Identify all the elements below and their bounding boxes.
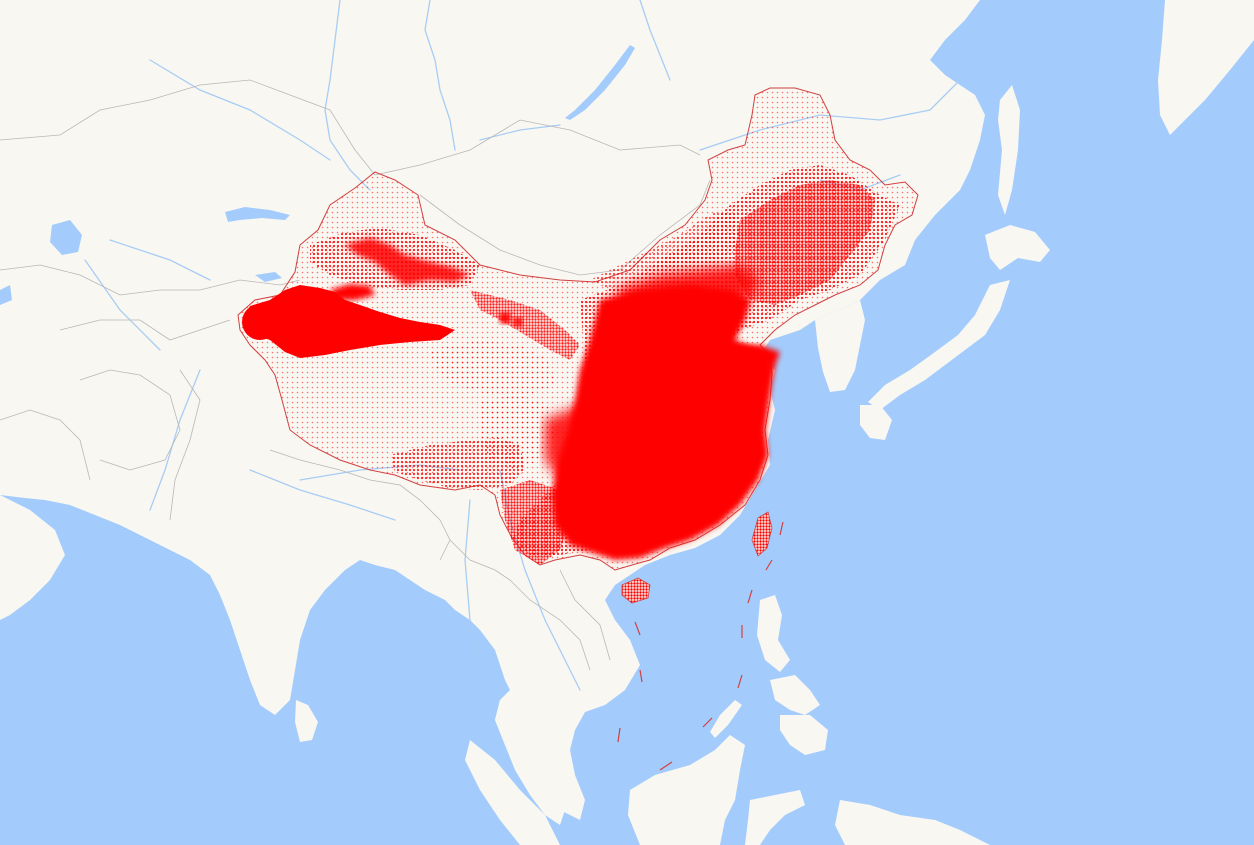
density-overlay <box>237 87 919 604</box>
lake-caspian-edge <box>0 285 12 305</box>
land-mindanao <box>780 715 828 755</box>
dash-3 <box>747 589 753 604</box>
border-india-east <box>369 479 451 561</box>
border-mongolia-china <box>419 179 711 276</box>
dash-10 <box>639 669 643 683</box>
density-core-east <box>552 285 775 560</box>
river-lena <box>639 0 671 81</box>
border-afghanistan-pakistan <box>79 369 181 471</box>
land-honshu <box>868 280 1010 410</box>
dash-6 <box>702 717 713 728</box>
land-palawan <box>710 700 742 738</box>
density-gansu-spot-2 <box>513 317 523 327</box>
border-india-pakistan <box>169 369 201 521</box>
density-sichuan <box>545 405 600 480</box>
dash-5 <box>737 674 743 689</box>
border-russia-mongolia <box>374 119 701 176</box>
land-kamchatka <box>1158 0 1254 135</box>
dash-7 <box>659 761 673 771</box>
border-vietnam <box>559 569 611 661</box>
border-myanmar <box>449 539 511 581</box>
lake-aral <box>50 220 82 255</box>
lakes <box>0 45 635 305</box>
river-syr-darya <box>109 239 211 281</box>
river-ob <box>324 0 371 191</box>
border-kazakhstan-south <box>0 264 301 296</box>
density-gansu <box>470 290 580 360</box>
density-kashgar <box>242 304 278 340</box>
density-northeast <box>735 180 875 305</box>
border-thailand-laos <box>509 579 591 671</box>
dash-9 <box>634 621 641 636</box>
land-hokkaido <box>985 225 1050 270</box>
border-iran <box>0 409 91 481</box>
density-qinghai <box>430 340 555 395</box>
border-central-asia <box>59 319 231 341</box>
country-borders <box>0 79 711 671</box>
land-luzon <box>757 595 790 672</box>
land-malay-peninsula <box>495 700 565 825</box>
density-gansu-spot-1 <box>499 312 511 324</box>
river-selenga <box>479 124 561 141</box>
dash-2 <box>765 559 773 571</box>
land-eastern-islands <box>835 800 990 845</box>
dash-8 <box>617 727 621 743</box>
river-irtysh <box>149 59 331 161</box>
river-ganges <box>249 469 396 521</box>
density-shandong <box>735 345 780 370</box>
lake-balkhash <box>225 207 290 222</box>
land-sakhalin <box>998 85 1020 215</box>
land-arabia <box>0 495 65 620</box>
density-taiwan <box>751 511 773 557</box>
land-korea <box>815 300 865 392</box>
density-inner-mongolia <box>590 210 740 292</box>
density-tarim-north-strip <box>330 284 375 300</box>
land-sumatra <box>465 740 560 845</box>
river-amu-darya <box>84 259 161 351</box>
density-tarim-west <box>243 285 455 358</box>
density-tibet-east <box>478 395 555 470</box>
border-russia-kazakhstan <box>0 79 376 176</box>
maritime-dashes <box>617 521 784 771</box>
density-yunnan <box>500 480 570 565</box>
land-borneo <box>628 735 745 845</box>
border-india-nepal <box>269 449 371 481</box>
river-yenisei <box>424 0 456 151</box>
dash-1 <box>779 521 784 536</box>
land-kyushu-shikoku <box>860 405 892 440</box>
lake-baikal <box>565 45 635 120</box>
density-hainan <box>621 577 651 604</box>
land-sri-lanka <box>295 700 318 742</box>
river-irrawaddy <box>464 499 481 661</box>
density-dzungaria-light <box>310 228 480 290</box>
land-visayas <box>770 675 820 715</box>
land-sulawesi <box>745 790 805 845</box>
lake-issyk-kul <box>255 272 282 282</box>
